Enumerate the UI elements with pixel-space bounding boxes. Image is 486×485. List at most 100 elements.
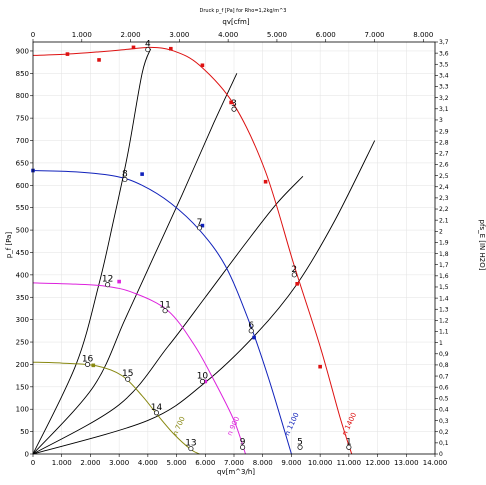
tick-label-x2: 1.000 — [72, 31, 92, 39]
operating-point — [196, 225, 203, 231]
tick-label-x2: 3.000 — [169, 31, 189, 39]
point-label: 14 — [151, 403, 163, 413]
tick-label-y2: 1,4 — [439, 295, 449, 302]
tick-label-x: 11.000 — [337, 459, 362, 467]
tick-label-y2: 2,3 — [439, 195, 449, 202]
tick-label-y2: 1,8 — [439, 251, 449, 258]
tick-label-y2: 0,2 — [439, 429, 449, 436]
tick-label-y2: 3 — [439, 117, 443, 124]
tick-label-y: 300 — [16, 316, 29, 324]
tick-label-x2: 7.000 — [364, 31, 384, 39]
point-label: 3 — [231, 99, 237, 109]
tick-label-y: 0 — [25, 451, 29, 459]
point-label: 16 — [82, 354, 94, 364]
tick-label-y2: 0,7 — [439, 373, 449, 380]
series-marker — [229, 100, 233, 105]
tick-label-x: 12.000 — [365, 459, 390, 467]
point-label: 9 — [240, 437, 246, 447]
tick-label-x: 7.000 — [224, 459, 244, 467]
series-lines — [32, 46, 353, 455]
tick-label-y: 700 — [16, 137, 29, 145]
series-marker — [140, 172, 144, 176]
series-line — [32, 282, 246, 455]
operating-point — [199, 378, 205, 385]
tick-label-y: 450 — [16, 249, 29, 257]
series-marker — [117, 279, 121, 284]
operating-point — [231, 106, 237, 112]
series-marker — [252, 335, 256, 340]
tick-label-y2: 0,8 — [439, 362, 449, 369]
tick-label-y2: 1,5 — [439, 284, 449, 291]
tick-label-y2: 2,1 — [439, 217, 449, 224]
tick-label-x2: 5.000 — [267, 31, 287, 39]
curve-label: n 1100 — [283, 411, 301, 437]
series-marker — [131, 45, 136, 50]
tick-label-y2: 1 — [439, 340, 443, 347]
tick-label-x2: 2.000 — [121, 31, 141, 39]
operating-point — [145, 47, 151, 53]
series-line — [32, 170, 292, 455]
tick-label-y2: 0,1 — [439, 440, 449, 447]
point-label: 1 — [346, 437, 352, 447]
tick-label-y2: 2,8 — [439, 139, 449, 146]
series-line — [32, 46, 353, 455]
tick-label-y2: 2,4 — [439, 184, 449, 191]
tick-label-y2: 0,6 — [439, 384, 449, 391]
tick-label-y2: 3,4 — [439, 73, 449, 80]
tick-label-x: 8.000 — [253, 459, 273, 467]
tick-label-x: 3.000 — [109, 459, 129, 467]
y-axis-label: p_f [Pa] — [5, 232, 13, 259]
tick-label-x2: 8.000 — [413, 31, 433, 39]
tick-label-y: 750 — [16, 115, 29, 123]
system-curve-line — [32, 176, 304, 455]
point-label: 11 — [159, 301, 170, 311]
tick-label-y2: 3,2 — [439, 95, 449, 102]
tick-label-y2: 1,6 — [439, 273, 449, 280]
operating-point — [153, 410, 160, 416]
tick-label-y2: 0,9 — [439, 351, 449, 358]
tick-label-x: 6.000 — [195, 459, 215, 467]
tick-label-y2: 0 — [439, 451, 443, 458]
tick-label-y: 500 — [16, 227, 29, 235]
tick-label-x: 2.000 — [80, 459, 100, 467]
series-marker — [97, 58, 101, 62]
tick-label-x2: 6.000 — [316, 31, 336, 39]
point-label: 5 — [297, 437, 303, 447]
operating-point — [291, 272, 297, 278]
tick-label-y2: 2,6 — [439, 162, 449, 169]
tick-labels: 0 1.000 2.000 3.000 4.000 5.000 6.000 7.000 8.00… — [16, 31, 449, 467]
operating-point — [248, 328, 254, 334]
operating-point — [297, 444, 303, 450]
point-label: 15 — [122, 369, 133, 379]
point-label: 2 — [291, 265, 297, 275]
tick-label-y: 100 — [16, 406, 29, 414]
tick-label-y2: 2,5 — [439, 173, 449, 180]
tick-label-y: 50 — [20, 428, 29, 436]
tick-label-y2: 1,7 — [439, 262, 449, 269]
tick-label-y: 200 — [16, 361, 29, 369]
tick-label-x: 10.000 — [308, 459, 333, 467]
system-curves — [32, 48, 376, 455]
operating-point — [122, 176, 128, 183]
point-label: 7 — [197, 218, 203, 228]
operating-point — [162, 308, 168, 314]
tick-label-y2: 3,7 — [439, 39, 449, 46]
tick-label-x2: 4.000 — [218, 31, 238, 39]
series-line — [32, 361, 200, 455]
series-marker — [65, 52, 70, 56]
operating-point — [346, 444, 352, 450]
series-marker — [91, 363, 96, 368]
tick-label-y2: 1,9 — [439, 240, 449, 247]
point-label: 13 — [185, 439, 196, 449]
operating-point — [125, 376, 131, 382]
tick-label-y: 150 — [16, 383, 29, 391]
operating-point — [240, 444, 246, 450]
tick-label-x: 1.000 — [52, 459, 72, 467]
tick-label-y2: 0,4 — [439, 407, 449, 414]
point-label: 4 — [145, 40, 151, 50]
tick-label-x2: 0 — [31, 31, 35, 39]
point-label: 10 — [197, 371, 209, 381]
curve-labels: n 700 n 900 n 1100 n 1400 — [171, 411, 358, 437]
